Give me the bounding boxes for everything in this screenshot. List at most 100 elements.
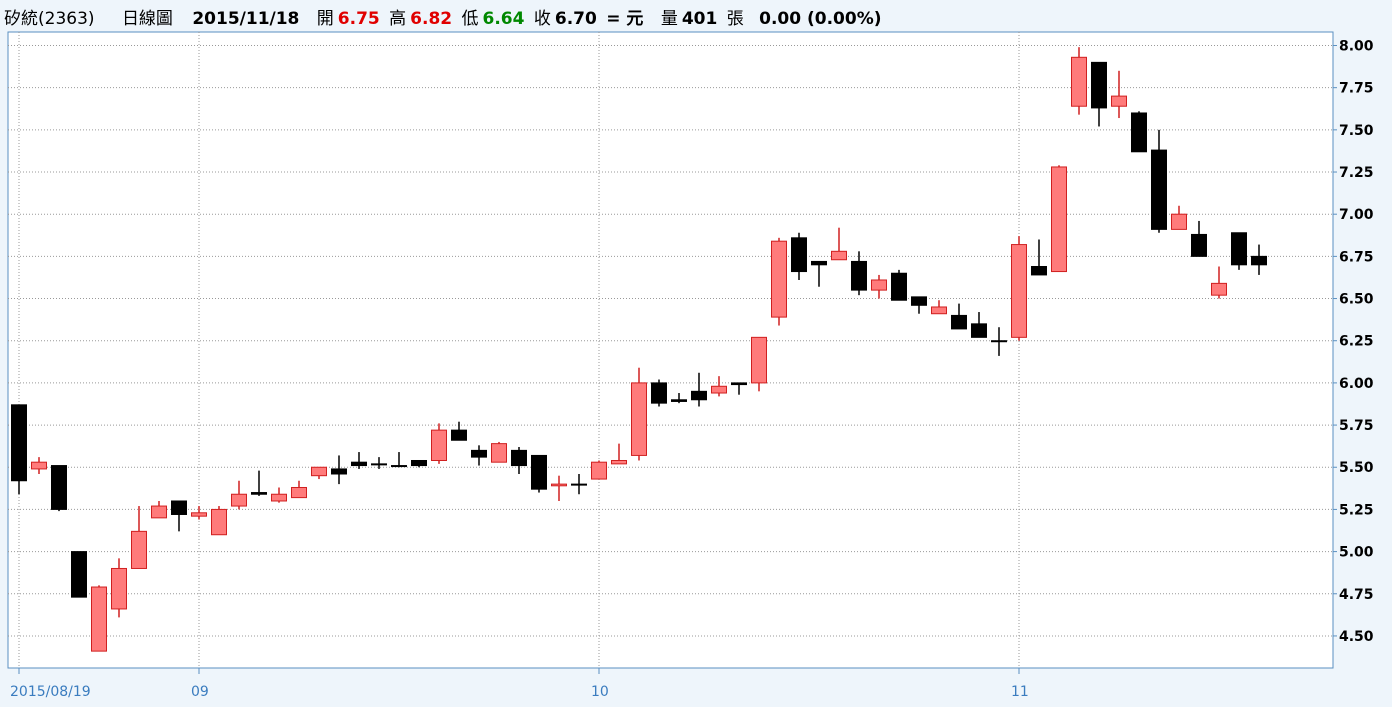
candle-body (1031, 265, 1047, 276)
candle-body (1231, 232, 1247, 266)
candle-body (991, 340, 1007, 343)
header: 矽統(2363) 日線圖 2015/11/18 開 6.75 高 6.82 低 6.6… (4, 4, 886, 29)
y-tick-label: 6.75 (1339, 249, 1374, 265)
candle-body (1171, 213, 1187, 230)
unit: = 元 (606, 9, 644, 29)
stock: 矽統(2363) (4, 9, 95, 29)
candle-body (971, 323, 987, 338)
y-tick-label: 5.25 (1339, 502, 1374, 518)
candle-body (411, 459, 427, 467)
x-tick-label: 11 (1011, 684, 1029, 700)
high: 6.82 (410, 9, 453, 29)
y-tick-label: 6.00 (1339, 376, 1374, 392)
volume: 401 (681, 9, 718, 29)
y-tick-label: 5.00 (1339, 545, 1374, 561)
plot-area (7, 31, 1334, 669)
candle-body (791, 237, 807, 273)
candle-body (531, 454, 547, 490)
candle-body (71, 551, 87, 598)
change: 0.00 (0.00%) (759, 9, 882, 29)
candle-body (651, 382, 667, 404)
candle-body (271, 493, 287, 502)
candle-body (191, 512, 207, 517)
x-tick-label: 10 (591, 684, 609, 700)
candle-body (1151, 149, 1167, 230)
candle-body (551, 483, 567, 487)
chart-name: 日線圖 (121, 9, 173, 29)
candle-body (351, 461, 367, 467)
candle-body (471, 449, 487, 458)
x-tick-label: 2015/08/19 (10, 684, 91, 700)
y-tick-label: 4.75 (1339, 587, 1374, 603)
y-tick-label: 5.50 (1339, 460, 1374, 476)
candle-body (891, 272, 907, 301)
y-tick-label: 7.75 (1339, 81, 1374, 97)
y-tick-label: 7.50 (1339, 123, 1374, 139)
candle-body (951, 314, 967, 330)
candle-body (111, 567, 127, 610)
candle-body (751, 336, 767, 384)
candle-body (371, 463, 387, 466)
candle-body (231, 493, 247, 507)
candle-body (1051, 166, 1067, 273)
candle-body (1131, 112, 1147, 153)
candle-body (91, 586, 107, 652)
candle-body (611, 459, 627, 465)
low: 6.64 (482, 9, 525, 29)
x-tick-label: 09 (191, 684, 209, 700)
candle-body (871, 279, 887, 291)
candle-body (511, 449, 527, 467)
candle-body (131, 530, 147, 569)
volume-unit: 張 (726, 9, 744, 29)
y-tick-label: 4.50 (1339, 629, 1374, 645)
candle-body (311, 466, 327, 477)
candle-body (591, 461, 607, 480)
candle-body (1211, 282, 1227, 296)
candle-body (491, 443, 507, 463)
candle-body (691, 390, 707, 401)
candle-body (211, 508, 227, 536)
close-label: 收 (533, 9, 551, 29)
candle-body (391, 465, 407, 468)
candle-body (51, 465, 67, 510)
candle-body (431, 429, 447, 461)
candle-body (631, 382, 647, 456)
y-tick-label: 8.00 (1339, 38, 1374, 54)
candle-body (931, 306, 947, 315)
candle-body (851, 260, 867, 291)
y-tick-label: 7.25 (1339, 165, 1374, 181)
date: 2015/11/18 (192, 9, 300, 29)
candle-body (11, 404, 27, 482)
candle-body (1111, 95, 1127, 107)
volume-label: 量 (660, 9, 678, 29)
y-tick-label: 5.75 (1339, 418, 1374, 434)
candle-body (571, 483, 587, 486)
open: 6.75 (337, 9, 380, 29)
y-tick-label: 6.50 (1339, 292, 1374, 308)
candle-body (771, 240, 787, 318)
candle-body (711, 385, 727, 394)
candle-body (291, 486, 307, 499)
candle-body (31, 461, 47, 470)
candle-body (1071, 56, 1087, 107)
candle-body (451, 429, 467, 441)
candle-body (1091, 61, 1107, 109)
y-tick-label: 7.00 (1339, 207, 1374, 223)
candle-body (731, 382, 747, 386)
close: 6.70 (554, 9, 597, 29)
candle-body (831, 250, 847, 261)
candle-body (151, 505, 167, 519)
candle-body (1191, 233, 1207, 257)
candle-body (251, 492, 267, 495)
open-label: 開 (316, 9, 334, 29)
high-label: 高 (389, 9, 407, 29)
low-label: 低 (461, 9, 479, 29)
candle-body (1011, 244, 1027, 338)
candle-body (671, 399, 687, 402)
candle-body (331, 468, 347, 475)
candle-body (171, 500, 187, 515)
candle-body (1251, 255, 1267, 266)
candle-body (811, 260, 827, 266)
